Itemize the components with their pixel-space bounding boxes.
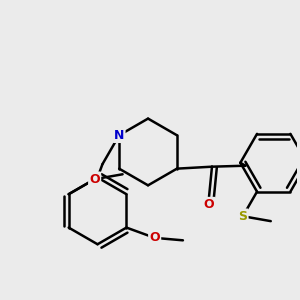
Text: O: O [204,198,214,211]
Text: N: N [114,129,124,142]
Text: O: O [149,231,160,244]
Text: S: S [238,210,247,223]
Text: O: O [89,173,100,186]
